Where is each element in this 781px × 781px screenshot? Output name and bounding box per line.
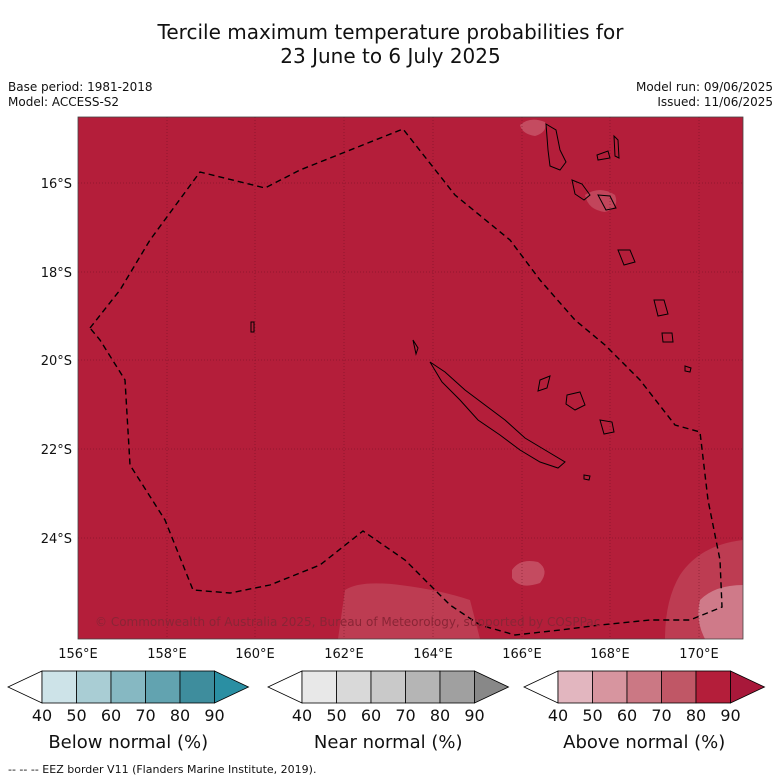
island-small-east	[684, 365, 692, 373]
lat-label-22s: 22°S	[41, 443, 72, 458]
colorbar-above-tick: 50	[582, 706, 602, 725]
island-belep	[412, 339, 419, 356]
island-ambae	[596, 150, 611, 161]
base-period: Base period: 1981-2018	[8, 80, 153, 94]
colorbar-near-segment	[301, 670, 337, 704]
island-pines	[583, 474, 591, 481]
colorbar-near-segment	[370, 670, 406, 704]
colorbar-below-tick: 40	[32, 706, 52, 725]
colorbar-near-tick: 50	[326, 706, 346, 725]
copyright-text: © Commonwealth of Australia 2025, Bureau…	[95, 615, 600, 629]
colorbar-near-low-arrow	[267, 670, 303, 704]
colorbar-above-tick: 90	[720, 706, 740, 725]
colorbar-near-segment	[439, 670, 475, 704]
island-aneityum	[661, 332, 674, 343]
lon-label-160e: 160°E	[235, 647, 275, 662]
colorbar-below-segment	[145, 670, 181, 704]
eez-border	[89, 128, 723, 636]
island-espiritu-santo	[545, 123, 567, 171]
probability-patch-south	[338, 583, 480, 639]
island-malakula	[571, 179, 591, 201]
colorbar-above-high-arrow	[730, 670, 766, 704]
island-pentecost	[613, 134, 620, 159]
colorbar-below-tick: 50	[66, 706, 86, 725]
island-loyalty-3	[599, 419, 615, 435]
colorbars: 40 50 60 70 80 90 Below normal (%) 40 50 60 70 80 90…	[7, 670, 766, 753]
colorbar-below-segment	[110, 670, 146, 704]
lon-label-164e: 164°E	[413, 647, 453, 662]
colorbar-above-segment	[626, 670, 662, 704]
island-efate	[597, 194, 617, 211]
lon-label-156e: 156°E	[58, 647, 98, 662]
colorbar-below-high-arrow	[214, 670, 250, 704]
colorbar-near-tick: 40	[292, 706, 312, 725]
colorbar-near-segment	[336, 670, 372, 704]
map-layers	[78, 117, 743, 639]
map-frame	[77, 116, 744, 640]
colorbar-below-segment	[76, 670, 112, 704]
probability-patch-small	[512, 561, 545, 586]
colorbar-above-segment	[592, 670, 628, 704]
colorbar-near-high-arrow	[474, 670, 510, 704]
island-loyalty-1	[537, 375, 551, 392]
lat-label-18s: 18°S	[41, 266, 72, 281]
meta-right: Model run: 09/06/2025 Issued: 11/06/2025	[636, 80, 773, 110]
latitude-labels: 16°S 18°S 20°S 22°S 24°S	[41, 177, 72, 547]
colorbar-above-segment	[695, 670, 731, 704]
issued-date: Issued: 11/06/2025	[657, 95, 773, 109]
grid-lines	[78, 117, 743, 639]
colorbar-below-segment	[41, 670, 77, 704]
colorbar-above-tick: 40	[548, 706, 568, 725]
probability-patch-southeast-inner	[698, 585, 743, 639]
island-tanna	[653, 299, 669, 317]
lon-label-166e: 166°E	[502, 647, 542, 662]
lat-label-20s: 20°S	[41, 354, 72, 369]
island-loyalty-2	[565, 391, 586, 411]
map-background	[78, 117, 743, 639]
colorbar-near-tick: 60	[361, 706, 381, 725]
longitude-labels: 156°E 158°E 160°E 162°E 164°E 166°E 168°…	[58, 647, 719, 662]
colorbar-above-segment	[661, 670, 697, 704]
chart-title: Tercile maximum temperature probabilitie…	[0, 20, 781, 68]
title-line-2: 23 June to 6 July 2025	[280, 44, 501, 68]
lon-label-158e: 158°E	[147, 647, 187, 662]
colorbar-below-tick: 60	[101, 706, 121, 725]
lon-label-170e: 170°E	[679, 647, 719, 662]
model-name: Model: ACCESS-S2	[8, 95, 120, 109]
probability-patch-north	[520, 119, 546, 136]
lon-label-168e: 168°E	[590, 647, 630, 662]
colorbar-below: 40 50 60 70 80 90 Below normal (%)	[7, 670, 250, 753]
lat-label-16s: 16°S	[41, 177, 72, 192]
colorbar-near-tick: 80	[430, 706, 450, 725]
colorbar-below-segment	[179, 670, 215, 704]
colorbar-above-tick: 70	[651, 706, 671, 725]
title-line-1: Tercile maximum temperature probabilitie…	[157, 20, 624, 44]
colorbar-near-tick: 90	[464, 706, 484, 725]
colorbar-above-segment	[557, 670, 593, 704]
colorbar-near-segment	[405, 670, 441, 704]
colorbar-below-low-arrow	[7, 670, 43, 704]
colorbar-above-tick: 80	[686, 706, 706, 725]
colorbar-below-tick: 70	[135, 706, 155, 725]
colorbar-below-tick: 80	[170, 706, 190, 725]
island-erromango	[617, 249, 636, 266]
colorbar-above-low-arrow	[523, 670, 559, 704]
lon-label-162e: 162°E	[324, 647, 364, 662]
colorbar-above: 40 50 60 70 80 90 Above normal (%)	[523, 670, 766, 753]
lat-label-24s: 24°S	[41, 532, 72, 547]
island-new-caledonia	[429, 361, 566, 469]
footer-legend: -- -- -- EEZ border V11 (Flanders Marine…	[8, 763, 317, 776]
colorbar-below-label: Below normal (%)	[48, 732, 208, 753]
colorbar-above-tick: 60	[617, 706, 637, 725]
colorbar-near-label: Near normal (%)	[314, 732, 463, 753]
colorbar-near-tick: 70	[395, 706, 415, 725]
model-run: Model run: 09/06/2025	[635, 80, 773, 94]
meta-left: Base period: 1981-2018 Model: ACCESS-S2	[8, 80, 153, 110]
colorbar-below-tick: 90	[204, 706, 224, 725]
island-chesterfield	[250, 321, 255, 333]
colorbar-above-label: Above normal (%)	[563, 732, 725, 753]
